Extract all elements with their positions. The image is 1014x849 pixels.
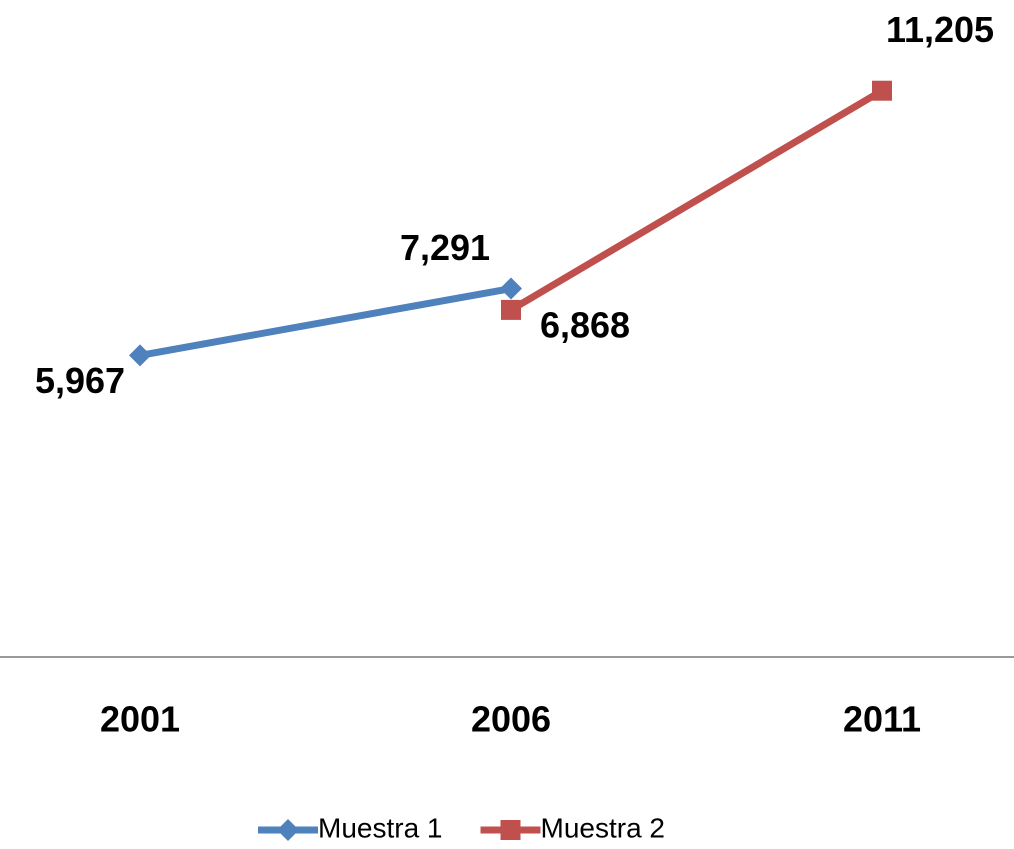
series-line: [139, 285, 512, 359]
point-marker: [129, 344, 151, 367]
legend-marker: [277, 819, 299, 841]
x-tick-label: 2011: [843, 699, 921, 740]
series-line: [509, 87, 884, 313]
data-label: 6,868: [540, 304, 630, 345]
legend-marker: [500, 820, 521, 840]
x-tick-label: 2001: [100, 699, 180, 740]
legend-label: Muestra 1: [318, 812, 443, 843]
point-marker: [872, 80, 892, 101]
point-marker: [500, 277, 522, 300]
data-label: 11,205: [886, 9, 994, 50]
point-marker: [501, 299, 521, 320]
x-tick-label: 2006: [471, 699, 551, 740]
data-label: 7,291: [400, 227, 490, 268]
data-label: 5,967: [35, 360, 125, 401]
legend-label: Muestra 2: [541, 812, 666, 843]
